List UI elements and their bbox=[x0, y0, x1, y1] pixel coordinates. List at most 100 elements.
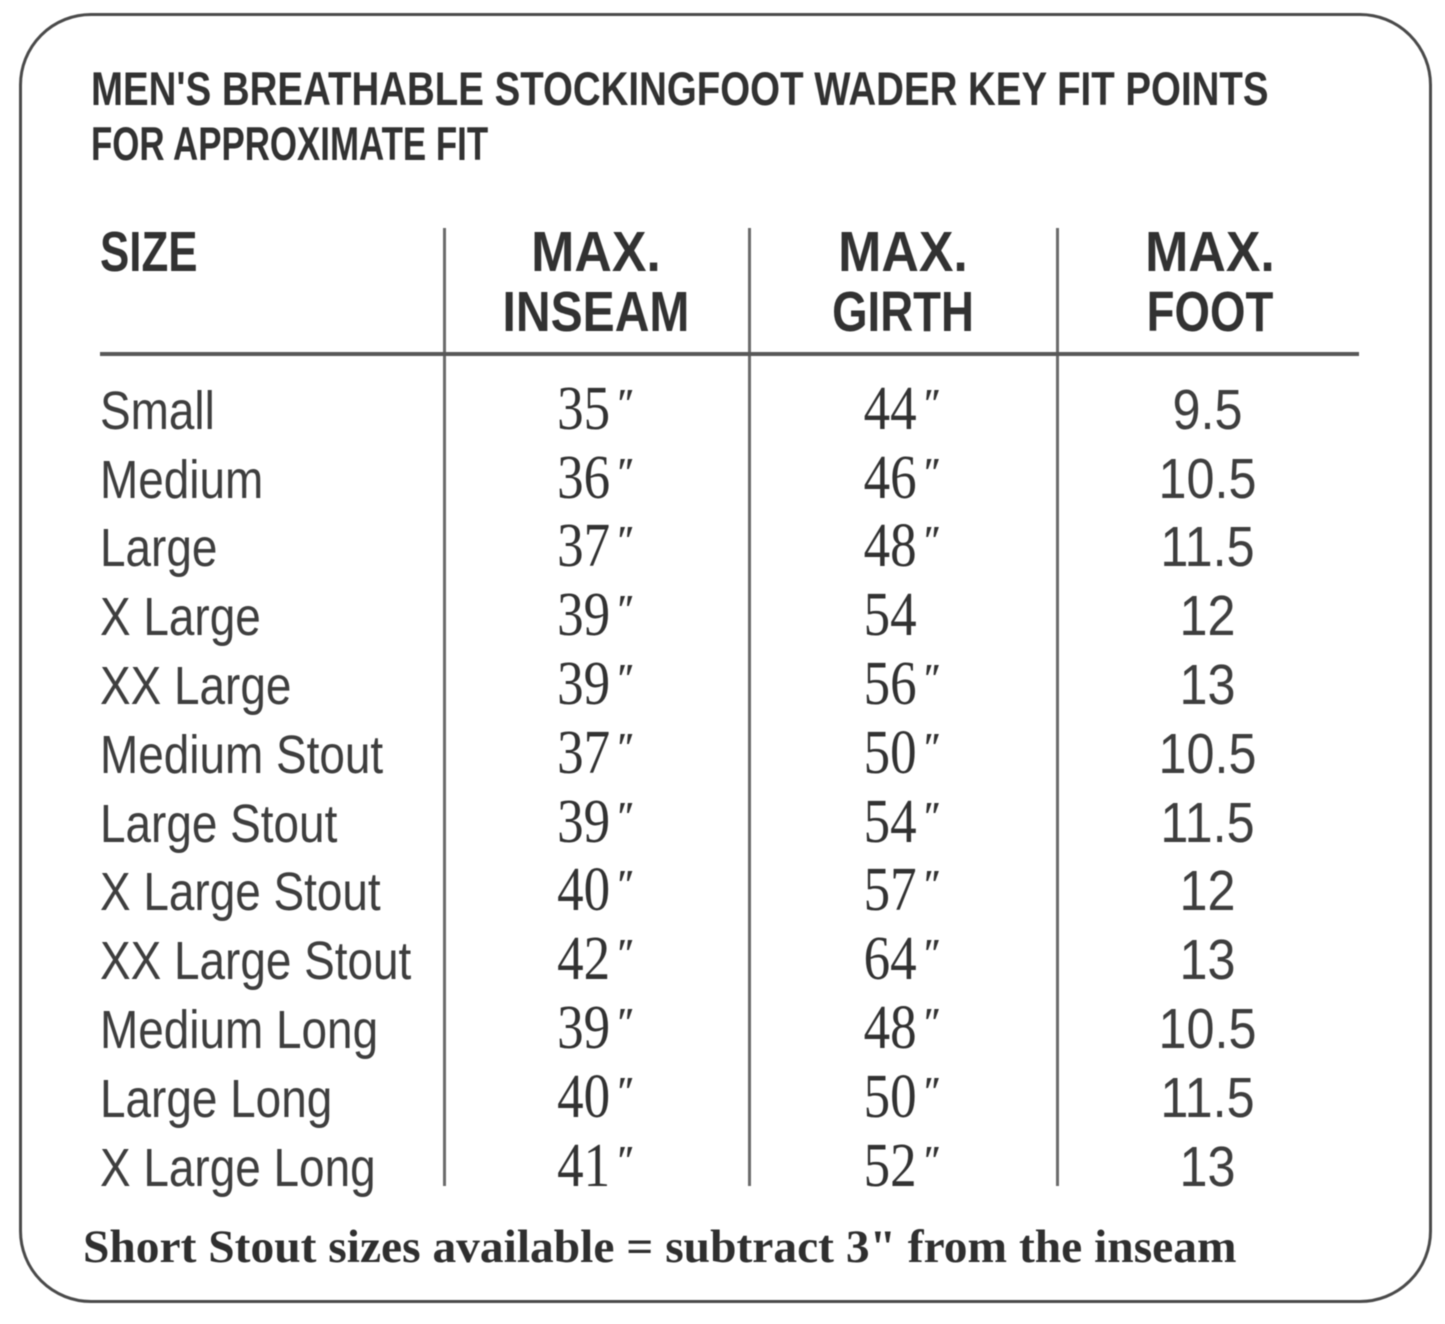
max-girth-cell: 44 ″ bbox=[771, 375, 1034, 444]
column-divider-1 bbox=[442, 228, 447, 1186]
inch-mark: ″ bbox=[616, 932, 636, 979]
inch-mark: ″ bbox=[616, 381, 636, 428]
inch-mark: ″ bbox=[616, 1138, 636, 1185]
inch-mark: ″ bbox=[922, 656, 943, 703]
inch-mark: ″ bbox=[922, 1069, 943, 1116]
chart-title-line1: MEN'S BREATHABLE STOCKINGFOOT WADER KEY … bbox=[91, 61, 1269, 115]
inseam-value: 37 bbox=[557, 718, 611, 787]
max-foot-cell: 10.5 bbox=[1158, 996, 1257, 1061]
inch-mark: ″ bbox=[922, 725, 943, 772]
max-foot-cell: 13 bbox=[1179, 928, 1236, 993]
inch-mark: ″ bbox=[616, 656, 636, 703]
size-name-cell: Medium Long bbox=[100, 999, 379, 1060]
girth-value: 52 bbox=[863, 1131, 917, 1200]
girth-value: 57 bbox=[863, 856, 917, 925]
size-name-cell: X Large Long bbox=[100, 1137, 376, 1198]
header-line: SIZE bbox=[100, 220, 198, 284]
girth-value: 46 bbox=[863, 443, 917, 512]
size-name-cell: Large Stout bbox=[100, 793, 338, 854]
footnote: Short Stout sizes available = subtract 3… bbox=[83, 1221, 1237, 1274]
max-girth-cell: 48 ″ bbox=[771, 512, 1034, 581]
inseam-value: 40 bbox=[557, 1062, 611, 1131]
size-name-cell: Medium Stout bbox=[100, 724, 384, 785]
column-divider-2 bbox=[747, 228, 752, 1186]
max-foot-cell: 11.5 bbox=[1160, 515, 1255, 580]
size-name-cell: XX Large bbox=[100, 655, 292, 716]
inch-mark: ″ bbox=[922, 932, 943, 979]
inseam-value: 39 bbox=[557, 581, 611, 650]
max-inseam-cell: 40 ″ bbox=[466, 1063, 727, 1132]
max-inseam-cell: 39 ″ bbox=[466, 994, 727, 1063]
header-line: INSEAM bbox=[502, 280, 690, 344]
inch-mark: ″ bbox=[616, 863, 636, 910]
column-header-max-inseam: MAX. INSEAM bbox=[436, 222, 756, 342]
max-foot-cell: 13 bbox=[1179, 1134, 1236, 1199]
column-divider-3 bbox=[1055, 228, 1060, 1186]
max-girth-cell: 50 ″ bbox=[771, 719, 1034, 788]
max-girth-cell: 46 ″ bbox=[771, 444, 1034, 513]
chart-title: MEN'S BREATHABLE STOCKINGFOOT WADER KEY … bbox=[91, 61, 1445, 172]
max-inseam-cell: 40 ″ bbox=[466, 856, 727, 925]
max-inseam-cell: 39 ″ bbox=[466, 788, 727, 857]
inseam-value: 41 bbox=[557, 1131, 611, 1200]
girth-value: 54 bbox=[863, 581, 917, 650]
max-girth-cell: 54″ bbox=[771, 788, 1034, 857]
inch-mark: ″ bbox=[922, 1000, 943, 1047]
inseam-value: 40 bbox=[557, 856, 611, 925]
header-rule bbox=[100, 352, 1359, 356]
max-girth-cell: 52 ″ bbox=[771, 1132, 1034, 1201]
inseam-value: 36 bbox=[557, 443, 611, 512]
inch-mark: ″ bbox=[616, 588, 636, 635]
max-inseam-cell: 39 ″ bbox=[466, 650, 727, 719]
column-header-max-girth: MAX. GIRTH bbox=[743, 222, 1063, 342]
inch-mark: ″ bbox=[616, 1000, 636, 1047]
size-name-cell: Large Long bbox=[100, 1068, 333, 1129]
max-foot-cell: 10.5 bbox=[1158, 446, 1257, 511]
inseam-value: 35 bbox=[557, 374, 611, 443]
max-inseam-cell: 39 ″ bbox=[466, 581, 727, 650]
max-inseam-cell: 37 ″ bbox=[466, 512, 727, 581]
max-foot-cell: 10.5 bbox=[1158, 721, 1257, 786]
header-line: GIRTH bbox=[832, 280, 974, 344]
inseam-value: 39 bbox=[557, 649, 611, 718]
inch-mark: ″ bbox=[616, 450, 636, 497]
inseam-value: 37 bbox=[557, 512, 611, 581]
girth-value: 44 bbox=[863, 374, 917, 443]
max-inseam-cell: 41 ″ bbox=[466, 1132, 727, 1201]
inch-mark: ″ bbox=[922, 519, 943, 566]
chart-title-line2: FOR APPROXIMATE FIT bbox=[91, 117, 489, 171]
inch-mark: ″ bbox=[616, 519, 636, 566]
max-inseam-cell: 36 ″ bbox=[466, 444, 727, 513]
max-inseam-cell: 35 ″ bbox=[466, 375, 727, 444]
header-line: MAX. bbox=[838, 220, 968, 284]
inseam-value: 42 bbox=[557, 925, 611, 994]
inch-mark: ″ bbox=[922, 863, 943, 910]
max-girth-cell: 54″ bbox=[771, 581, 1034, 650]
inch-mark: ″ bbox=[922, 381, 943, 428]
size-name-cell: XX Large Stout bbox=[100, 931, 412, 992]
max-inseam-cell: 42 ″ bbox=[466, 925, 727, 994]
max-foot-cell: 13 bbox=[1179, 652, 1236, 717]
size-name-cell: Large bbox=[100, 518, 218, 579]
girth-value: 64 bbox=[863, 925, 917, 994]
header-line: MAX. bbox=[531, 220, 661, 284]
size-name-cell: Small bbox=[100, 380, 215, 441]
max-girth-cell: 57 ″ bbox=[771, 856, 1034, 925]
girth-value: 50 bbox=[863, 718, 917, 787]
rounded-border-frame bbox=[19, 13, 1432, 1303]
inseam-value: 39 bbox=[557, 993, 611, 1062]
inch-mark: ″ bbox=[616, 1069, 636, 1116]
inch-mark: ″ bbox=[922, 1138, 943, 1185]
max-girth-cell: 50 ″ bbox=[771, 1063, 1034, 1132]
girth-value: 48 bbox=[863, 512, 917, 581]
size-name-cell: Medium bbox=[100, 449, 264, 510]
inseam-value: 39 bbox=[557, 787, 611, 856]
max-girth-cell: 48 ″ bbox=[771, 994, 1034, 1063]
max-foot-cell: 12 bbox=[1179, 584, 1236, 649]
max-foot-cell: 11.5 bbox=[1160, 1065, 1255, 1130]
header-line: MAX. bbox=[1145, 220, 1275, 284]
size-name-cell: X Large bbox=[100, 587, 261, 648]
max-inseam-cell: 37 ″ bbox=[466, 719, 727, 788]
inch-mark: ″ bbox=[616, 725, 636, 772]
girth-value: 50 bbox=[863, 1062, 917, 1131]
